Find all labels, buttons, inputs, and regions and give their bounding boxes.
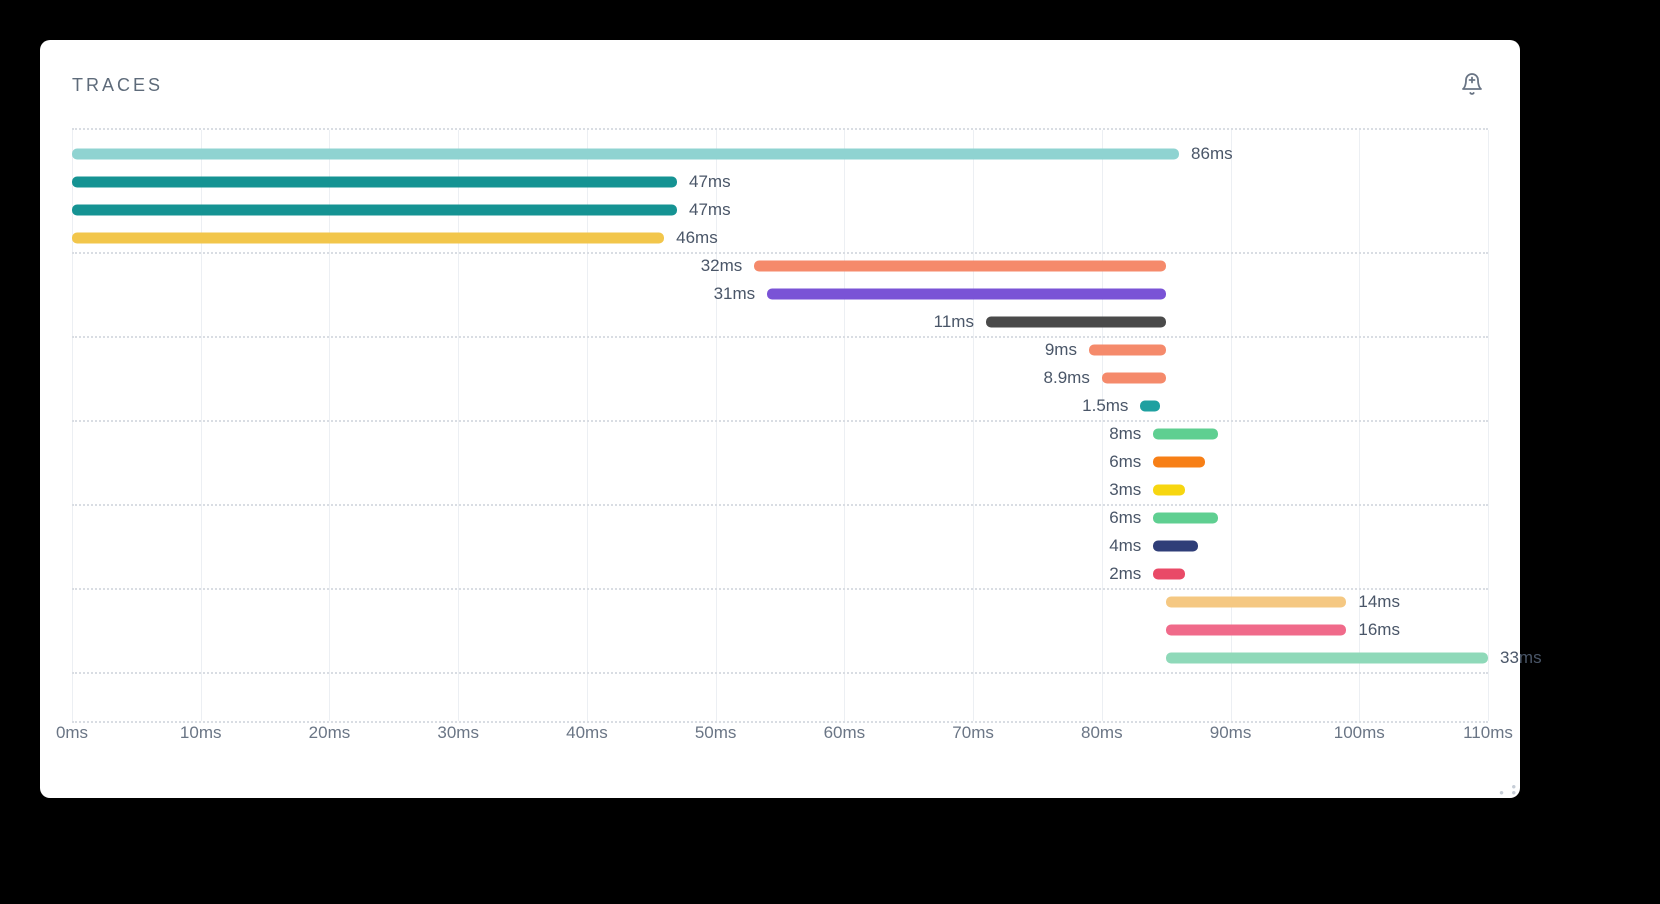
trace-duration-label: 32ms: [701, 256, 743, 276]
trace-duration-label: 9ms: [1045, 340, 1077, 360]
trace-duration-label: 8.9ms: [1044, 368, 1090, 388]
x-axis-tick: 50ms: [695, 723, 737, 743]
alert-bell-button[interactable]: [1456, 68, 1488, 103]
trace-bar[interactable]: [1153, 429, 1217, 440]
trace-bar[interactable]: [1153, 485, 1185, 496]
trace-row[interactable]: 3ms: [72, 476, 1488, 504]
trace-bar[interactable]: [1166, 625, 1346, 636]
chart-area: 86ms 47ms 47ms 46ms 32ms 31ms 11ms 9ms 8.9ms 1.5m…: [72, 128, 1488, 758]
trace-row[interactable]: 2ms: [72, 560, 1488, 588]
trace-bar[interactable]: [1089, 345, 1166, 356]
trace-bar[interactable]: [986, 317, 1166, 328]
trace-duration-label: 1.5ms: [1082, 396, 1128, 416]
trace-row[interactable]: 47ms: [72, 196, 1488, 224]
trace-bar[interactable]: [72, 233, 664, 244]
trace-duration-label: 31ms: [714, 284, 756, 304]
trace-bar[interactable]: [1153, 513, 1217, 524]
trace-duration-label: 2ms: [1109, 564, 1141, 584]
trace-duration-label: 14ms: [1358, 592, 1400, 612]
trace-row[interactable]: 32ms: [72, 252, 1488, 280]
trace-bar[interactable]: [1166, 597, 1346, 608]
trace-row[interactable]: 6ms: [72, 448, 1488, 476]
trace-duration-label: 16ms: [1358, 620, 1400, 640]
trace-bar[interactable]: [1102, 373, 1166, 384]
trace-bar[interactable]: [72, 149, 1179, 160]
trace-row[interactable]: 86ms: [72, 140, 1488, 168]
x-axis-tick: 70ms: [952, 723, 994, 743]
trace-bars-container: 86ms 47ms 47ms 46ms 32ms 31ms 11ms 9ms 8.9ms 1.5m…: [72, 130, 1488, 672]
trace-duration-label: 47ms: [689, 172, 731, 192]
x-axis-tick: 30ms: [437, 723, 479, 743]
trace-duration-label: 3ms: [1109, 480, 1141, 500]
trace-plot: 86ms 47ms 47ms 46ms 32ms 31ms 11ms 9ms 8.9ms 1.5m…: [72, 128, 1488, 723]
x-axis-tick: 60ms: [824, 723, 866, 743]
trace-duration-label: 46ms: [676, 228, 718, 248]
bell-plus-icon: [1460, 72, 1484, 96]
gridline-vertical: [1488, 130, 1489, 721]
trace-bar[interactable]: [754, 261, 1166, 272]
trace-bar[interactable]: [767, 289, 1166, 300]
resize-handle-icon[interactable]: •• •: [1499, 784, 1518, 796]
card-header: TRACES: [72, 68, 1488, 103]
trace-row[interactable]: 16ms: [72, 616, 1488, 644]
trace-bar[interactable]: [72, 177, 677, 188]
trace-duration-label: 33ms: [1500, 648, 1542, 668]
card-title: TRACES: [72, 75, 163, 96]
x-axis: 0ms10ms20ms30ms40ms50ms60ms70ms80ms90ms1…: [72, 723, 1488, 747]
x-axis-tick: 110ms: [1463, 723, 1513, 743]
trace-row[interactable]: 4ms: [72, 532, 1488, 560]
trace-bar[interactable]: [1153, 457, 1204, 468]
trace-row[interactable]: 47ms: [72, 168, 1488, 196]
trace-bar[interactable]: [1166, 653, 1488, 664]
x-axis-tick: 0ms: [56, 723, 88, 743]
trace-duration-label: 6ms: [1109, 508, 1141, 528]
trace-bar[interactable]: [1153, 569, 1185, 580]
trace-row[interactable]: 14ms: [72, 588, 1488, 616]
trace-duration-label: 4ms: [1109, 536, 1141, 556]
trace-bar[interactable]: [1153, 541, 1198, 552]
x-axis-tick: 100ms: [1334, 723, 1385, 743]
x-axis-tick: 80ms: [1081, 723, 1123, 743]
trace-row[interactable]: 31ms: [72, 280, 1488, 308]
traces-card: TRACES 86ms 47ms 47ms 46ms 32ms 31ms 11ms 9ms 8.…: [40, 40, 1520, 798]
trace-row[interactable]: 33ms: [72, 644, 1488, 672]
x-axis-tick: 20ms: [309, 723, 351, 743]
trace-bar[interactable]: [1140, 401, 1159, 412]
trace-row[interactable]: 46ms: [72, 224, 1488, 252]
x-axis-tick: 90ms: [1210, 723, 1252, 743]
gridline-horizontal: [72, 672, 1488, 674]
trace-duration-label: 47ms: [689, 200, 731, 220]
trace-row[interactable]: 9ms: [72, 336, 1488, 364]
trace-row[interactable]: 8ms: [72, 420, 1488, 448]
trace-bar[interactable]: [72, 205, 677, 216]
trace-duration-label: 6ms: [1109, 452, 1141, 472]
trace-row[interactable]: 8.9ms: [72, 364, 1488, 392]
trace-row[interactable]: 11ms: [72, 308, 1488, 336]
trace-row[interactable]: 6ms: [72, 504, 1488, 532]
trace-row[interactable]: 1.5ms: [72, 392, 1488, 420]
x-axis-tick: 10ms: [180, 723, 222, 743]
trace-duration-label: 8ms: [1109, 424, 1141, 444]
x-axis-tick: 40ms: [566, 723, 608, 743]
trace-duration-label: 86ms: [1191, 144, 1233, 164]
trace-duration-label: 11ms: [934, 312, 974, 332]
